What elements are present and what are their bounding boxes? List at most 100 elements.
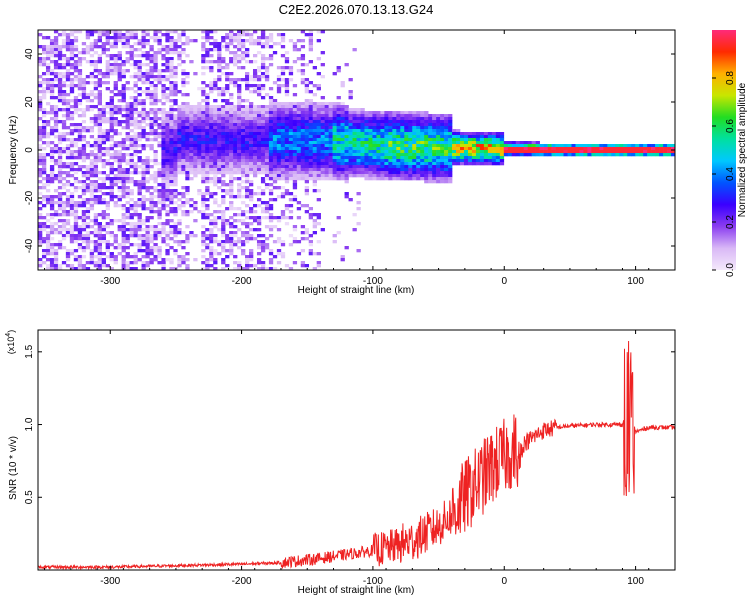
spectrogram-cell	[125, 126, 130, 130]
spectrogram-cell	[57, 243, 63, 247]
spectrogram-cell	[149, 192, 154, 196]
spectrogram-cell	[81, 96, 87, 100]
spectrogram-cell	[153, 231, 158, 235]
spectrogram-cell	[249, 75, 254, 79]
spectrogram-cell	[436, 153, 441, 157]
spectrogram-cell	[249, 60, 254, 64]
spectrogram-cell	[169, 228, 174, 232]
spectrogram-cell	[181, 30, 186, 34]
spectrogram-cell	[256, 153, 262, 157]
spectrogram-cell	[65, 156, 71, 160]
spectrogram-cell	[121, 63, 126, 67]
spectrogram-cell	[53, 174, 59, 178]
spectrogram-cell	[635, 144, 640, 148]
spectrogram-cell	[499, 162, 505, 166]
spectrogram-cell	[667, 150, 672, 154]
spectrogram-cell	[241, 219, 246, 223]
spectrogram-cell	[105, 135, 110, 139]
spectrogram-cell	[165, 30, 170, 34]
spectrogram-cell	[241, 111, 246, 115]
spectrogram-cell	[249, 114, 254, 118]
spectrogram-cell	[41, 216, 47, 220]
spectrogram-cell	[344, 105, 349, 109]
spectrogram-cell	[380, 174, 385, 178]
spectrogram-cell	[452, 135, 457, 139]
spectrogram-cell	[264, 162, 270, 166]
spectrogram-cell	[213, 258, 218, 262]
spectrogram-cell	[221, 66, 226, 70]
spectrogram-cell	[408, 114, 413, 118]
spectrogram-cell	[332, 126, 337, 130]
spectrogram-cell	[149, 90, 154, 94]
spectrogram-cell	[177, 108, 182, 112]
spectrogram-cell	[300, 144, 306, 148]
spectrogram-cell	[603, 147, 608, 151]
spectrogram-cell	[595, 153, 600, 157]
y-tick-label: -20	[24, 190, 35, 205]
spectrogram-cell	[85, 156, 91, 160]
spectrogram-cell	[209, 171, 214, 175]
spectrogram-cell	[352, 159, 357, 163]
spectrogram-cell	[193, 129, 198, 133]
spectrogram-cell	[81, 93, 87, 97]
spectrogram-cell	[125, 111, 130, 115]
spectrogram-cell	[221, 144, 226, 148]
spectrogram-cell	[41, 186, 47, 190]
spectrogram-cell	[292, 132, 298, 136]
spectrogram-cell	[169, 48, 174, 52]
spectrogram-cell	[38, 258, 43, 262]
spectrogram-cell	[213, 225, 218, 229]
spectrogram-cell	[304, 171, 310, 175]
spectrogram-cell	[69, 66, 75, 70]
spectrogram-cell	[153, 180, 158, 184]
spectrogram-cell	[161, 186, 166, 190]
spectrogram-cell	[444, 177, 449, 181]
spectrogram-cell	[348, 129, 353, 133]
spectrogram-cell	[161, 189, 166, 193]
spectrogram-cell	[165, 159, 170, 163]
spectrogram-cell	[49, 132, 55, 136]
spectrogram-cell	[38, 81, 43, 85]
spectrogram-cell	[344, 159, 349, 163]
spectrogram-cell	[229, 165, 234, 169]
spectrogram-cell	[109, 267, 114, 270]
spectrogram-cell	[312, 171, 317, 175]
spectrogram-cell	[77, 126, 83, 130]
spectrogram-cell	[117, 72, 122, 76]
spectrogram-cell	[412, 120, 417, 124]
spectrogram-cell	[444, 171, 449, 175]
spectrogram-cell	[336, 138, 341, 142]
spectrogram-cell	[125, 114, 130, 118]
spectrogram-cell	[316, 117, 321, 121]
spectrogram-cell	[53, 60, 59, 64]
spectrogram-cell	[543, 144, 548, 148]
spectrogram-cell	[340, 123, 345, 127]
spectrogram-cell	[671, 150, 675, 154]
spectrogram-cell	[93, 171, 99, 175]
spectrogram-cell	[332, 174, 337, 178]
spectrogram-cell	[292, 237, 298, 241]
spectrogram-cell	[81, 114, 87, 118]
spectrogram-cell	[129, 108, 134, 112]
spectrogram-cell	[57, 72, 63, 76]
spectrogram-cell	[61, 90, 67, 94]
spectrogram-cell	[153, 204, 158, 208]
spectrogram-cell	[77, 69, 83, 73]
spectrogram-cell	[169, 111, 174, 115]
spectrogram-cell	[93, 147, 99, 151]
spectrogram-cell	[332, 156, 337, 160]
spectrogram-cell	[145, 135, 150, 139]
spectrogram-cell	[288, 117, 294, 121]
spectrogram-cell	[38, 102, 43, 106]
spectrogram-cell	[145, 81, 150, 85]
spectrogram-cell	[133, 30, 138, 34]
spectrogram-cell	[173, 225, 178, 229]
spectrogram-cell	[165, 231, 170, 235]
spectrogram-cell	[368, 153, 373, 157]
spectrogram-cell	[256, 69, 262, 73]
spectrogram-cell	[117, 75, 122, 79]
spectrogram-cell	[260, 72, 266, 76]
spectrogram-cell	[145, 69, 150, 73]
spectrogram-cell	[97, 267, 102, 270]
spectrogram-cell	[209, 81, 214, 85]
